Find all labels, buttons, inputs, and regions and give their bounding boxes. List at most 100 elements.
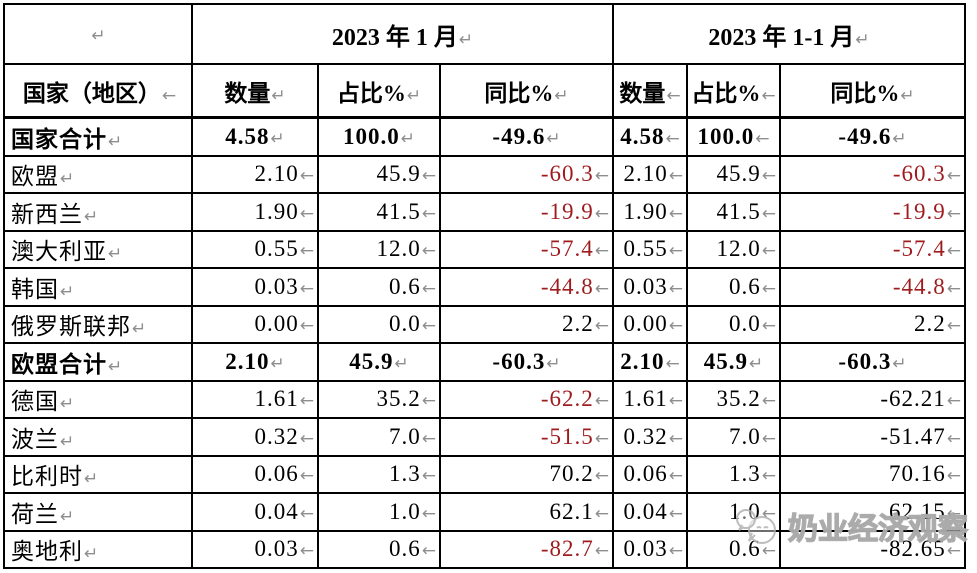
paragraph-mark: ←	[946, 428, 962, 449]
cell-value: 70.16	[889, 461, 946, 487]
paragraph-mark: ←	[668, 166, 683, 187]
table-row: 国家合计↵ 4.58↵ 100.0↵ -49.6↵ 4.58← 100.0← -…	[3, 116, 967, 157]
cell-value: 45.9	[349, 348, 394, 374]
paragraph-mark: ←	[594, 541, 609, 562]
period-right-cell: 2023 年 1-1 月↵	[611, 3, 967, 65]
country-name-cell: 德国↵	[3, 379, 193, 419]
qty-cell-right: 0.03←	[612, 529, 688, 569]
paragraph-mark: ←	[421, 541, 436, 562]
cell-value: 4.58	[620, 123, 665, 149]
share-cell-left: 100.0↵	[317, 116, 441, 157]
yoy-cell-left: -57.4←	[439, 229, 614, 269]
qty-header-label: 数量	[224, 80, 271, 106]
paragraph-mark: ←	[761, 85, 776, 106]
paragraph-mark: ←	[761, 428, 776, 449]
cell-value: 0.06	[623, 461, 668, 487]
paragraph-mark: ↵	[458, 29, 474, 50]
share-cell-right: 12.0←	[686, 229, 781, 269]
yoy-cell-right: -57.4←	[778, 229, 967, 269]
cell-value: 0.03	[254, 536, 299, 562]
paragraph-mark: ←	[946, 391, 962, 412]
cell-value: 1.61	[623, 386, 668, 412]
paragraph-mark: ←	[946, 503, 962, 524]
paragraph-mark: ↵	[270, 353, 285, 374]
paragraph-mark: ←	[421, 166, 436, 187]
paragraph-mark: ↵	[554, 85, 569, 106]
qty-cell-right: 0.06←	[612, 454, 688, 494]
country-name: 韩国	[11, 276, 59, 302]
share-cell-left: 0.6←	[317, 529, 441, 569]
paragraph-mark: ↵	[271, 85, 286, 106]
cell-value: 45.9	[703, 348, 748, 374]
yoy-cell-left: -60.3←	[439, 154, 614, 194]
paragraph-mark: ←	[668, 503, 683, 524]
paragraph-mark: ←	[421, 428, 436, 449]
paragraph-mark: ←	[594, 278, 609, 299]
corner-cell: ↵	[3, 3, 193, 65]
paragraph-mark: ←	[761, 466, 776, 487]
cell-value: 1.3	[729, 461, 761, 487]
qty-cell-right: 4.58←	[612, 116, 688, 157]
share-cell-left: 0.0←	[317, 304, 441, 344]
cell-value: -60.3	[892, 161, 946, 187]
country-name-cell: 比利时↵	[3, 454, 193, 494]
paragraph-mark: ←	[594, 428, 609, 449]
yoy-cell-right: -19.9←	[778, 192, 967, 232]
cell-value: 12.0	[716, 236, 761, 262]
yoy-cell-right: -60.3←	[778, 154, 967, 194]
paragraph-mark: ←	[761, 541, 776, 562]
cell-value: 7.0	[389, 423, 421, 449]
cell-value: 35.2	[716, 386, 761, 412]
cell-value: 0.55	[623, 236, 668, 262]
paragraph-mark: ←	[299, 541, 314, 562]
paragraph-mark: ←	[421, 316, 436, 337]
cell-value: 1.90	[254, 198, 299, 224]
cell-value: 0.6	[389, 536, 421, 562]
country-name-cell: 奥地利↵	[3, 529, 193, 569]
yoy-cell-left: -49.6↵	[439, 116, 614, 157]
country-name: 澳大利亚	[11, 239, 107, 265]
paragraph-mark: ←	[668, 428, 683, 449]
cell-value: -82.7	[540, 536, 594, 562]
paragraph-mark: ←	[161, 85, 177, 106]
cell-value: 100.0	[343, 123, 400, 149]
cell-value: 0.04	[623, 498, 668, 524]
country-name-cell: 俄罗斯联邦↵	[3, 304, 193, 344]
cell-value: -60.3	[492, 348, 546, 374]
paragraph-mark: ←	[668, 316, 683, 337]
table-row: 澳大利亚↵ 0.55← 12.0← -57.4← 0.55← 12.0← -57…	[3, 229, 967, 269]
cell-value: -57.4	[892, 236, 946, 262]
share-cell-left: 12.0←	[317, 229, 441, 269]
share-cell-left: 1.0←	[317, 492, 441, 532]
yoy-header-left: 同比%↵	[439, 63, 614, 119]
qty-cell-left: 0.03←	[191, 529, 319, 569]
qty-cell-left: 2.10←	[191, 154, 319, 194]
cell-value: 4.58	[225, 123, 270, 149]
qty-header-left: 数量↵	[191, 63, 319, 119]
qty-cell-left: 2.10↵	[191, 342, 319, 382]
paragraph-mark: ↵	[84, 544, 99, 565]
cell-value: 45.9	[716, 161, 761, 187]
yoy-cell-right: -51.47←	[778, 417, 967, 457]
share-cell-right: 0.6←	[686, 529, 781, 569]
qty-cell-right: 2.10←	[612, 154, 688, 194]
paragraph-mark: ←	[668, 466, 683, 487]
paragraph-mark: ←	[299, 166, 314, 187]
table-row: 俄罗斯联邦↵ 0.00← 0.0← 2.2← 0.00← 0.0← 2.2←	[3, 304, 967, 344]
country-name: 荷兰	[11, 501, 59, 527]
cell-value: -51.47	[880, 423, 946, 449]
share-cell-right: 45.9↵	[686, 342, 781, 382]
paragraph-mark: ←	[299, 391, 314, 412]
qty-cell-right: 0.00←	[612, 304, 688, 344]
paragraph-mark: ←	[665, 353, 680, 374]
paragraph-mark: ↵	[749, 353, 764, 374]
cell-value: -19.9	[892, 198, 946, 224]
country-name-cell: 波兰↵	[3, 417, 193, 457]
paragraph-mark: ←	[594, 241, 609, 262]
share-header-label: 占比%	[691, 80, 761, 106]
paragraph-mark: ↵	[60, 169, 75, 190]
paragraph-mark: ←	[594, 466, 609, 487]
paragraph-mark: ↵	[394, 353, 409, 374]
paragraph-mark: ↵	[892, 128, 907, 149]
yoy-cell-left: 2.2←	[439, 304, 614, 344]
